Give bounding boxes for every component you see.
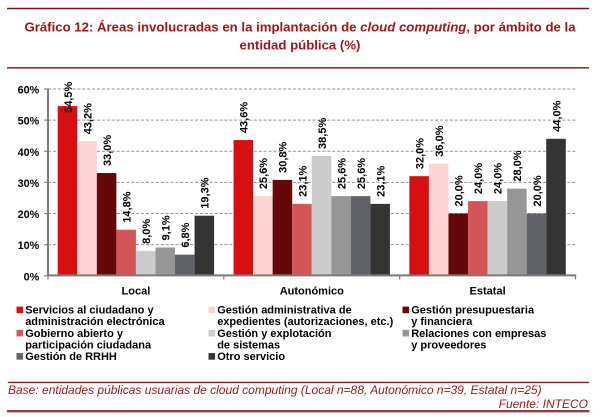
svg-text:23,1%: 23,1%: [375, 165, 387, 196]
svg-text:10%: 10%: [18, 240, 40, 252]
svg-text:19,3%: 19,3%: [200, 177, 212, 208]
svg-text:30%: 30%: [18, 178, 40, 190]
svg-text:de sistemas: de sistemas: [217, 339, 280, 351]
svg-text:43,2%: 43,2%: [82, 103, 94, 134]
svg-text:44,0%: 44,0%: [551, 100, 563, 131]
svg-text:Servicios al ciudadano y: Servicios al ciudadano y: [25, 305, 154, 317]
svg-text:14,8%: 14,8%: [121, 191, 133, 222]
svg-text:25,6%: 25,6%: [356, 158, 368, 189]
svg-text:y proveedores: y proveedores: [411, 339, 486, 351]
svg-text:24,0%: 24,0%: [473, 163, 485, 194]
svg-text:Autonómico: Autonómico: [280, 285, 344, 297]
svg-text:Gestión de RRHH: Gestión de RRHH: [25, 351, 117, 363]
svg-text:Base: entidades públicas usuar: Base: entidades públicas usuarias de clo…: [8, 383, 542, 397]
svg-text:Local: Local: [122, 285, 151, 297]
svg-text:participación ciudadana: participación ciudadana: [25, 339, 152, 351]
svg-text:0%: 0%: [24, 271, 40, 283]
svg-text:32,0%: 32,0%: [414, 138, 426, 169]
svg-text:30,8%: 30,8%: [278, 142, 290, 173]
svg-text:20,0%: 20,0%: [532, 175, 544, 206]
svg-text:8,0%: 8,0%: [141, 219, 153, 244]
svg-text:Gobierno abierto y: Gobierno abierto y: [25, 328, 124, 340]
svg-text:Otro servicio: Otro servicio: [217, 351, 285, 363]
svg-text:Fuente: INTECO: Fuente: INTECO: [499, 397, 588, 411]
svg-text:50%: 50%: [18, 116, 40, 128]
svg-text:20,0%: 20,0%: [454, 175, 466, 206]
svg-text:6,8%: 6,8%: [180, 222, 192, 247]
svg-text:25,6%: 25,6%: [258, 158, 270, 189]
svg-text:60%: 60%: [18, 85, 40, 97]
svg-text:28,0%: 28,0%: [512, 150, 524, 181]
svg-text:Gestión y explotación: Gestión y explotación: [217, 328, 332, 340]
svg-text:expedientes (autorizaciones, e: expedientes (autorizaciones, etc.): [217, 316, 393, 328]
svg-text:Gestión administrativa de: Gestión administrativa de: [217, 305, 351, 317]
svg-text:23,1%: 23,1%: [297, 165, 309, 196]
svg-text:24,0%: 24,0%: [493, 163, 505, 194]
svg-text:40%: 40%: [18, 147, 40, 159]
svg-text:Gráfico 12: Áreas involucradas: Gráfico 12: Áreas involucradas en la imp…: [24, 20, 576, 35]
svg-text:Estatal: Estatal: [470, 285, 506, 297]
svg-text:33,0%: 33,0%: [102, 135, 114, 166]
svg-text:9,1%: 9,1%: [161, 215, 173, 240]
svg-text:36,0%: 36,0%: [434, 125, 446, 156]
svg-text:54,5%: 54,5%: [63, 82, 75, 113]
svg-text:20%: 20%: [18, 209, 40, 221]
svg-text:y financiera: y financiera: [411, 316, 473, 328]
svg-text:Gestión presupuestaria: Gestión presupuestaria: [411, 305, 535, 317]
svg-text:administración electrónica: administración electrónica: [25, 316, 165, 328]
svg-text:entidad pública (%): entidad pública (%): [240, 38, 361, 53]
svg-text:43,6%: 43,6%: [239, 102, 251, 133]
svg-text:38,5%: 38,5%: [317, 118, 329, 149]
svg-text:25,6%: 25,6%: [336, 158, 348, 189]
svg-text:Relaciones con empresas: Relaciones con empresas: [411, 328, 546, 340]
